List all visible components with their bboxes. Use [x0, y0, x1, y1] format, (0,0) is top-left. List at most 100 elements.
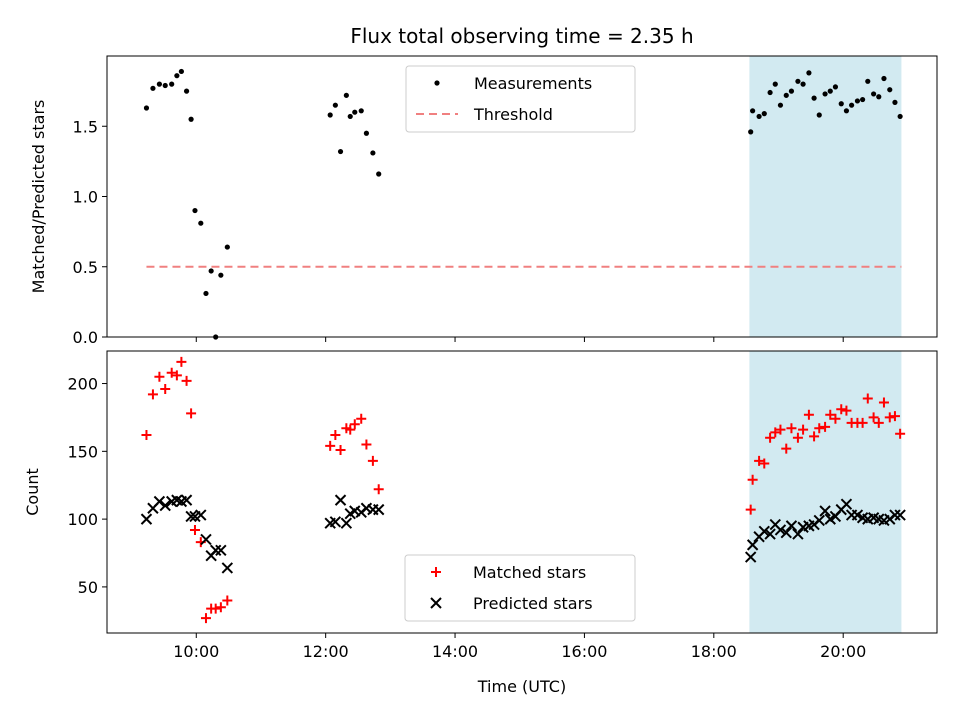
data-point — [192, 207, 198, 214]
data-point — [746, 539, 759, 551]
series-measurements — [143, 68, 903, 340]
data-point — [803, 409, 814, 420]
data-point — [838, 101, 844, 107]
y-tick-label: 1.0 — [73, 188, 98, 207]
data-point — [809, 431, 820, 442]
data-point — [200, 613, 211, 624]
data-point — [820, 421, 831, 432]
data-point — [780, 526, 792, 539]
x-tick-label: 18:00 — [691, 642, 737, 661]
data-point — [376, 171, 382, 177]
data-point — [195, 509, 207, 521]
data-point — [330, 430, 341, 441]
data-point — [816, 112, 822, 118]
chart-title: Flux total observing time = 2.35 h — [350, 24, 693, 48]
data-point — [221, 562, 234, 574]
y-tick-label: 150 — [67, 442, 98, 461]
data-point — [222, 595, 233, 606]
data-point — [786, 423, 797, 434]
data-point — [892, 99, 898, 105]
data-point — [767, 89, 773, 96]
legend: Measurements Threshold — [405, 65, 636, 133]
data-point — [770, 427, 781, 438]
data-point — [200, 533, 212, 546]
data-point — [754, 455, 765, 466]
data-point — [185, 510, 197, 523]
data-point — [215, 602, 226, 613]
data-point — [811, 95, 817, 101]
data-point — [783, 92, 789, 98]
data-point — [189, 524, 200, 535]
data-point — [777, 102, 784, 108]
data-point — [849, 102, 855, 108]
data-point — [327, 112, 333, 118]
data-point — [889, 509, 901, 521]
series-matched-stars — [141, 356, 906, 624]
data-point — [162, 82, 168, 89]
data-point — [744, 551, 757, 563]
data-point — [832, 84, 839, 90]
data-point — [827, 88, 833, 94]
data-point — [347, 113, 353, 120]
data-point — [345, 424, 356, 435]
data-point — [143, 105, 150, 111]
data-point — [166, 367, 177, 378]
legend-label: Predicted stars — [473, 594, 593, 613]
legend-label: Threshold — [473, 105, 553, 124]
data-point — [180, 494, 193, 506]
count-panel: 50 100 150 200 10:00 12:00 14:00 16:00 18:00 20:0… — [23, 350, 938, 661]
data-point — [814, 423, 825, 434]
data-point — [361, 439, 372, 450]
data-point — [150, 85, 156, 91]
data-point — [325, 440, 336, 451]
data-point — [785, 520, 798, 532]
y-tick-label: 200 — [67, 375, 98, 394]
legend-swatch — [430, 597, 442, 609]
data-point — [188, 116, 194, 122]
data-point — [147, 389, 158, 400]
data-point — [759, 458, 770, 469]
data-point — [186, 408, 197, 419]
legend: Matched stars Predicted stars — [404, 554, 636, 622]
data-point — [868, 412, 879, 423]
data-point — [156, 81, 163, 87]
data-point — [756, 113, 762, 120]
data-point — [792, 432, 803, 443]
data-point — [774, 524, 787, 536]
legend-label: Measurements — [474, 74, 592, 93]
data-point — [822, 91, 828, 97]
data-point — [841, 405, 852, 416]
legend-swatch — [431, 567, 441, 577]
data-point — [881, 75, 887, 82]
data-point — [178, 68, 184, 75]
data-point — [332, 102, 338, 108]
data-point — [889, 411, 900, 422]
series-predicted-stars — [140, 494, 906, 574]
x-tick-label: 14:00 — [432, 642, 478, 661]
data-point — [830, 413, 841, 424]
data-point — [878, 397, 889, 408]
x-tick-label: 10:00 — [173, 642, 219, 661]
data-point — [174, 73, 180, 79]
data-point — [781, 443, 792, 454]
data-point — [806, 70, 812, 76]
data-point — [854, 98, 861, 104]
data-point — [819, 505, 831, 517]
data-point — [367, 455, 378, 466]
data-point — [897, 113, 903, 120]
data-point — [862, 393, 873, 404]
data-point — [860, 96, 866, 103]
y-tick-label: 0.0 — [73, 328, 98, 347]
highlight-span — [749, 351, 902, 633]
data-point — [765, 432, 776, 443]
data-point — [169, 81, 175, 87]
y-axis-label: Count — [23, 468, 42, 516]
legend-label: Matched stars — [473, 563, 586, 582]
data-point — [335, 444, 346, 455]
data-point — [775, 424, 786, 435]
data-point — [795, 78, 801, 84]
data-point — [800, 81, 806, 87]
data-point — [373, 484, 384, 495]
data-point — [208, 268, 214, 274]
data-point — [764, 528, 776, 540]
